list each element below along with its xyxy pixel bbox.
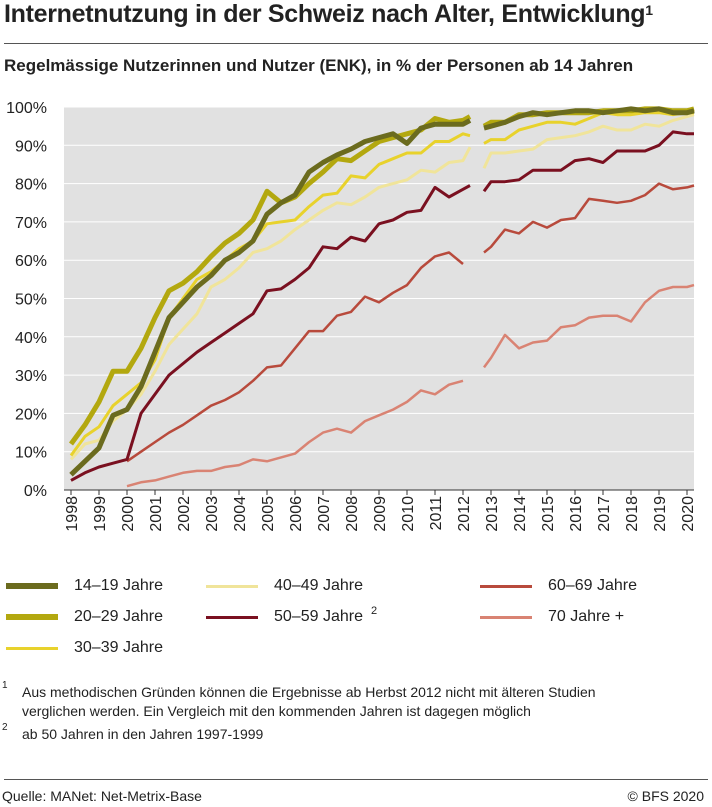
x-tick-label: 2014 [512, 496, 529, 532]
legend-label: 60–69 Jahre [548, 577, 637, 594]
footnote-number: 2 [2, 722, 8, 733]
x-tick-label: 2010 [400, 496, 417, 532]
page-title: Internetnutzung in der Schweiz nach Alte… [4, 0, 653, 29]
x-tick-label: 2006 [288, 496, 305, 532]
legend-label: 70 Jahre + [548, 608, 625, 625]
series-line [69, 146, 472, 461]
series-line [69, 118, 472, 477]
x-tick-label: 1999 [92, 496, 109, 532]
chart-subtitle: Regelmässige Nutzerinnen und Nutzer (ENK… [4, 56, 634, 75]
series-line [482, 113, 695, 169]
title-text: Internetnutzung in der Schweiz nach Alte… [4, 0, 646, 28]
x-tick-label: 1998 [64, 496, 81, 532]
title-divider [4, 43, 708, 44]
x-tick-label: 2012 [456, 496, 473, 532]
legend-label: 50–59 Jahre [274, 608, 363, 625]
legend-item-40-49: 40–49 Jahre [206, 575, 363, 597]
x-tick-label: 2007 [316, 496, 333, 532]
footnote-number: 1 [2, 680, 8, 691]
y-tick-label: 20% [15, 406, 47, 423]
legend-footnote-marker: 2 [370, 605, 378, 617]
legend-swatch [206, 615, 258, 619]
legend-swatch [6, 646, 58, 650]
legend-label: 20–29 Jahre [74, 608, 163, 625]
footnote-text: Aus methodischen Gründen können die Erge… [22, 684, 596, 719]
x-tick-label: 2017 [596, 496, 613, 532]
series-line [70, 184, 471, 482]
x-tick-label: 2011 [428, 496, 445, 531]
footnote-1: 1 Aus methodischen Gründen können die Er… [2, 680, 692, 723]
series-line [69, 132, 471, 457]
x-tick-label: 2015 [540, 496, 557, 532]
x-tick-label: 2008 [344, 496, 361, 532]
y-tick-label: 80% [15, 177, 47, 194]
y-tick-label: 30% [15, 368, 47, 385]
footnote-text: ab 50 Jahren in den Jahren 1997-1999 [22, 726, 264, 742]
y-tick-label: 60% [15, 253, 47, 270]
series-line [126, 251, 464, 463]
legend-swatch [480, 584, 532, 588]
x-tick-label: 2009 [372, 496, 389, 532]
x-tick-label: 2018 [624, 496, 641, 532]
legend-label: 14–19 Jahre [74, 577, 163, 594]
source-note: Quelle: MANet: Net-Metrix-Base [2, 788, 202, 804]
legend-item-14-19: 14–19 Jahre [6, 575, 163, 597]
y-tick-label: 10% [15, 445, 47, 462]
legend-label: 40–49 Jahre [274, 577, 363, 594]
y-tick-label: 40% [15, 330, 47, 347]
series-line [126, 379, 464, 488]
legend-swatch [206, 584, 258, 588]
y-tick-label: 70% [15, 215, 47, 232]
y-tick-label: 100% [6, 100, 47, 117]
legend-item-20-29: 20–29 Jahre [6, 606, 163, 628]
series-line [483, 111, 694, 145]
x-tick-label: 2004 [232, 496, 249, 532]
legend-item-60-69: 60–69 Jahre [480, 575, 637, 597]
x-tick-label: 2020 [680, 496, 697, 532]
x-tick-label: 2000 [120, 496, 137, 532]
legend-item-70-plus: 70 Jahre + [480, 606, 624, 628]
x-tick-label: 2019 [652, 496, 669, 532]
y-tick-label: 90% [15, 138, 47, 155]
legend-item-50-59: 50–59 Jahre 2 [206, 605, 378, 628]
series-line [483, 182, 695, 254]
legend-label: 30–39 Jahre [74, 639, 163, 656]
footer-divider [4, 779, 708, 780]
legend-swatch [6, 583, 58, 589]
x-tick-label: 2013 [484, 496, 501, 532]
x-tick-label: 2016 [568, 496, 585, 532]
x-tick-label: 2005 [260, 496, 277, 532]
series-line [483, 106, 695, 131]
series-line [68, 114, 472, 446]
x-tick-label: 2001 [148, 496, 165, 532]
x-tick-label: 2002 [176, 496, 193, 532]
copyright: © BFS 2020 [627, 788, 704, 804]
y-tick-label: 0% [24, 483, 47, 500]
x-tick-label: 2003 [204, 496, 221, 532]
line-chart: 0% 10% 20% 30% 40% 50% 60% 70% 80% 90% 100% 1998 199… [6, 100, 697, 532]
title-footnote-marker: 1 [645, 2, 653, 18]
footnote-2: 2 ab 50 Jahren in den Jahren 1997-1999 [2, 722, 692, 745]
legend-swatch [480, 615, 532, 619]
y-tick-label: 50% [15, 292, 47, 309]
series-line [482, 130, 694, 193]
series-line [482, 283, 695, 369]
legend-item-30-39: 30–39 Jahre [6, 637, 163, 659]
legend-swatch [6, 614, 58, 620]
